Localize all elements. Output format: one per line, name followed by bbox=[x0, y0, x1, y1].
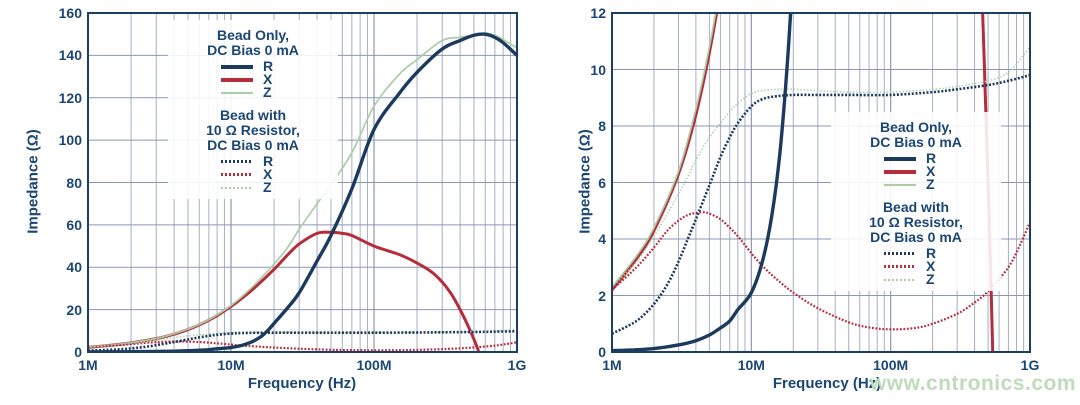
y-tick-label: 12 bbox=[590, 5, 606, 21]
legend-entry-r-solid: R bbox=[221, 59, 285, 73]
x-solid-line-swatch bbox=[221, 77, 253, 82]
y-tick-label: 160 bbox=[58, 5, 82, 21]
x-solid-line-swatch bbox=[884, 169, 916, 174]
z-solid-line-swatch bbox=[221, 91, 253, 94]
r-dotted-line-swatch bbox=[221, 160, 253, 163]
legend-entry-r-dotted: R bbox=[884, 246, 948, 260]
z-dotted-line-swatch bbox=[884, 278, 916, 281]
legend-entry-r-dotted: R bbox=[221, 154, 285, 168]
legend-entry-x-solid: X bbox=[221, 72, 285, 86]
legend-right: Bead Only, DC Bias 0 mA R X Z Bead with … bbox=[831, 112, 1001, 291]
y-tick-label: 6 bbox=[598, 174, 606, 191]
x-tick-label: 1M bbox=[78, 357, 98, 373]
legend-entry-z-dotted: Z bbox=[221, 180, 285, 194]
y-tick-label: 80 bbox=[66, 174, 82, 191]
legend-left: Bead Only, DC Bias 0 mA R X Z Bead with … bbox=[168, 20, 338, 199]
y-tick-label: 4 bbox=[598, 231, 606, 247]
legend-entry-x-dotted: X bbox=[884, 259, 948, 273]
legend-entry-r-solid: R bbox=[884, 151, 948, 165]
x-tick-label: 1G bbox=[507, 357, 527, 373]
x-tick-label: 100M bbox=[356, 357, 392, 373]
y-tick-label: 60 bbox=[66, 216, 82, 233]
y-tick-label: 140 bbox=[58, 47, 82, 64]
legend-group2-title: Bead with 10 Ω Resistor, DC Bias 0 mA bbox=[869, 199, 963, 245]
x-tick-label: 100M bbox=[873, 357, 909, 373]
legend-entry-x-dotted: X bbox=[221, 167, 285, 181]
legend-group2-title: Bead with 10 Ω Resistor, DC Bias 0 mA bbox=[206, 107, 300, 153]
left-x-axis-title: Frequency (Hz) bbox=[247, 375, 357, 392]
x-tick-label: 1M bbox=[602, 357, 622, 373]
x-tick-label: 10M bbox=[737, 357, 765, 373]
x-tick-label: 10M bbox=[217, 357, 245, 373]
right-x-axis-title: Frequency (Hz) bbox=[772, 375, 882, 392]
r-dotted-line-swatch bbox=[884, 252, 916, 255]
y-tick-label: 20 bbox=[66, 301, 82, 318]
legend-entry-z-solid: Z bbox=[221, 85, 285, 99]
legend-entry-z-dotted: Z bbox=[884, 272, 948, 286]
curve-r_bead bbox=[88, 32, 517, 352]
y-tick-label: 0 bbox=[598, 344, 606, 360]
curve-x_bead_resistor bbox=[612, 211, 1030, 331]
watermark: www.cntronics.com bbox=[869, 372, 1076, 395]
x-dotted-line-swatch bbox=[884, 265, 916, 268]
legend-group1-title: Bead Only, DC Bias 0 mA bbox=[207, 27, 299, 58]
y-tick-label: 2 bbox=[598, 287, 606, 304]
curve-r_bead_resistor bbox=[612, 73, 1030, 335]
curve-x_bead_resistor bbox=[88, 340, 517, 352]
y-tick-label: 40 bbox=[66, 259, 82, 276]
y-tick-label: 120 bbox=[58, 89, 82, 106]
x-dotted-line-swatch bbox=[221, 173, 253, 176]
r-solid-line-swatch bbox=[884, 156, 916, 161]
curve-r_bead_resistor bbox=[88, 329, 517, 352]
legend-group1-title: Bead Only, DC Bias 0 mA bbox=[870, 119, 962, 150]
r-solid-line-swatch bbox=[221, 64, 253, 69]
z-solid-line-swatch bbox=[884, 183, 916, 186]
legend-entry-x-solid: X bbox=[884, 164, 948, 178]
curve-r_bead bbox=[612, 13, 793, 352]
z-dotted-line-swatch bbox=[221, 186, 253, 189]
y-tick-label: 0 bbox=[74, 344, 82, 360]
y-tick-label: 100 bbox=[58, 132, 82, 149]
y-tick-label: 8 bbox=[598, 118, 606, 134]
y-tick-label: 10 bbox=[590, 61, 606, 78]
x-tick-label: 1G bbox=[1020, 357, 1040, 373]
legend-entry-z-solid: Z bbox=[884, 177, 948, 191]
